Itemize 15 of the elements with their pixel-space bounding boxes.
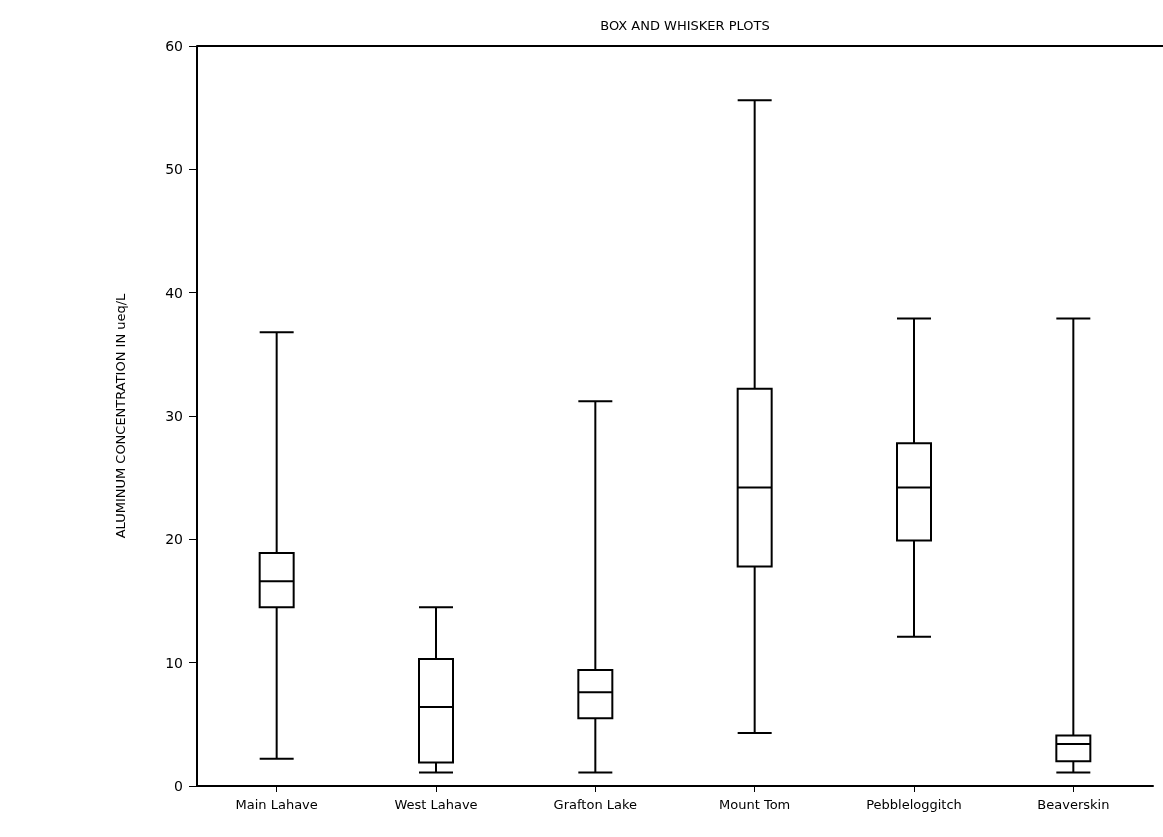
x-tick-label: Grafton Lake xyxy=(553,797,638,812)
y-tick-label: 40 xyxy=(165,284,183,301)
y-tick-label: 10 xyxy=(165,654,183,671)
x-tick-label: Main Lahave xyxy=(235,797,318,812)
x-tick-label: West Lahave xyxy=(394,797,478,812)
y-axis-title: ALUMINUM CONCENTRATION IN ueq/L xyxy=(113,292,128,539)
x-tick-label: Beaverskin xyxy=(1037,797,1110,812)
chart-title: BOX AND WHISKER PLOTS xyxy=(600,18,770,33)
y-tick-label: 0 xyxy=(174,778,183,794)
y-tick-label: 60 xyxy=(165,38,183,54)
y-tick-label: 20 xyxy=(165,531,183,548)
x-tick-label: Mount Tom xyxy=(719,797,791,812)
x-tick-label: Pebbleloggitch xyxy=(866,797,962,812)
y-tick-label: 30 xyxy=(165,408,183,424)
y-tick-label: 50 xyxy=(165,161,183,178)
